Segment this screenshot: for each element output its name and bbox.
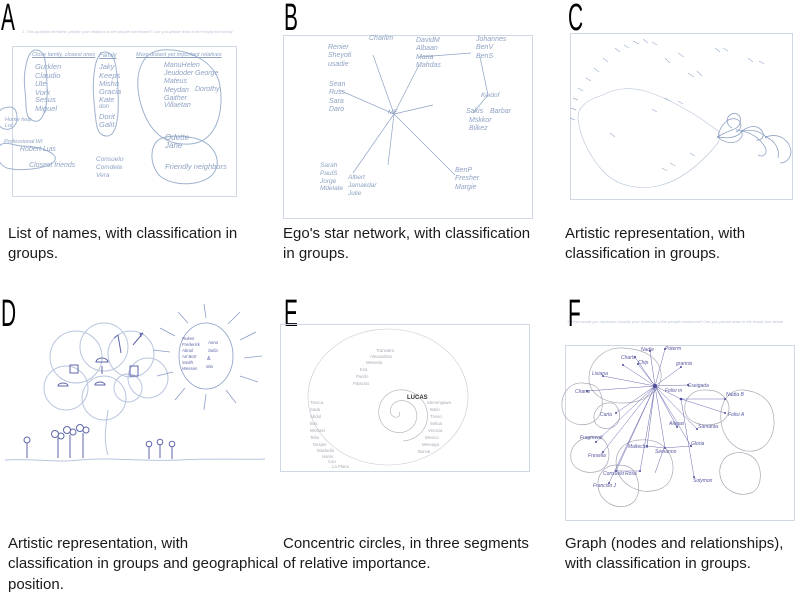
svg-text:Botio: Botio	[430, 407, 440, 412]
svg-text:Sada: Sada	[310, 407, 321, 412]
svg-text:grannis: grannis	[676, 361, 693, 367]
svg-text:Verocia: Verocia	[428, 428, 443, 433]
svg-text:Folisi A: Folisi A	[728, 412, 745, 418]
svg-text:Telia: Telia	[310, 435, 319, 440]
svg-text:Semanno: Semanno	[655, 449, 677, 455]
svg-text:Consuelo: Consuelo	[603, 471, 624, 477]
svg-text:Despte: Despte	[313, 442, 327, 447]
svg-text:Mexico: Mexico	[425, 435, 439, 440]
svg-text:Lisiana: Lisiana	[592, 371, 608, 377]
svg-text:Nadie: Nadie	[641, 347, 654, 353]
svg-text:Rosa: Rosa	[625, 471, 637, 477]
svg-text:Abdul: Abdul	[310, 414, 321, 419]
svg-text:Maltecha: Maltecha	[628, 444, 649, 450]
svg-text:Franciso J: Franciso J	[593, 483, 617, 489]
svg-text:Pacific: Pacific	[356, 374, 370, 379]
svg-text:Sofia: Sofia	[208, 348, 218, 353]
svg-text:Mia: Mia	[206, 364, 214, 369]
svg-text:Samanta: Samanta	[698, 424, 718, 430]
svg-text:Gloria: Gloria	[691, 441, 705, 447]
svg-text:Roken: Roken	[182, 336, 195, 341]
svg-text:Charls: Charls	[621, 355, 636, 361]
svg-text:Eva: Eva	[360, 367, 368, 372]
svg-text:Mereaga: Mereaga	[422, 442, 440, 447]
svg-text:Menesia: Menesia	[366, 360, 383, 365]
svg-text:Alexandrea: Alexandrea	[370, 354, 392, 359]
svg-text:Mackella: Mackella	[317, 448, 335, 453]
svg-text:Chip: Chip	[638, 360, 649, 366]
svg-text:Carla: Carla	[600, 412, 612, 418]
svg-text:Ad Bort: Ad Bort	[181, 354, 197, 359]
svg-text:Folisi m: Folisi m	[665, 388, 682, 394]
svg-text:Smith: Smith	[182, 360, 194, 365]
svg-text:Transatro: Transatro	[376, 348, 395, 353]
svg-text:&: &	[207, 356, 211, 362]
svg-text:Bus: Bus	[310, 421, 317, 426]
svg-text:Palacios: Palacios	[353, 381, 369, 386]
svg-text:Wessen: Wessen	[182, 366, 198, 371]
svg-text:Trevio: Trevio	[430, 414, 442, 419]
svg-text:Anna: Anna	[207, 340, 219, 345]
svg-text:Seliua: Seliua	[430, 421, 443, 426]
svg-text:Chana: Chana	[575, 389, 590, 395]
svg-text:Alegas: Alegas	[668, 421, 685, 427]
svg-text:Fresella: Fresella	[588, 453, 606, 459]
svg-text:Michael: Michael	[310, 428, 325, 433]
svg-text:Frederick: Frederick	[182, 342, 201, 347]
svg-text:1. How would you represent vis: 1. How would you represent visually your…	[567, 319, 784, 324]
svg-text:Poterm: Poterm	[665, 346, 681, 352]
svg-text:Eseigada: Eseigada	[688, 383, 709, 389]
svg-text:Abrail: Abrail	[181, 348, 194, 353]
svg-text:Solymon: Solymon	[693, 478, 713, 484]
svg-text:La Plano: La Plano	[332, 464, 350, 469]
svg-text:Tresca: Tresca	[310, 400, 324, 405]
svg-text:Burvia: Burvia	[418, 449, 431, 454]
svg-text:Nadia B: Nadia B	[726, 392, 744, 398]
svg-text:Fragmenti: Fragmenti	[580, 435, 603, 441]
svg-text:LUCAS: LUCAS	[407, 395, 428, 401]
svg-text:Samengawa: Samengawa	[427, 400, 451, 405]
svg-text:1. This question itemized, pre: 1. This question itemized, predict your …	[22, 29, 234, 34]
